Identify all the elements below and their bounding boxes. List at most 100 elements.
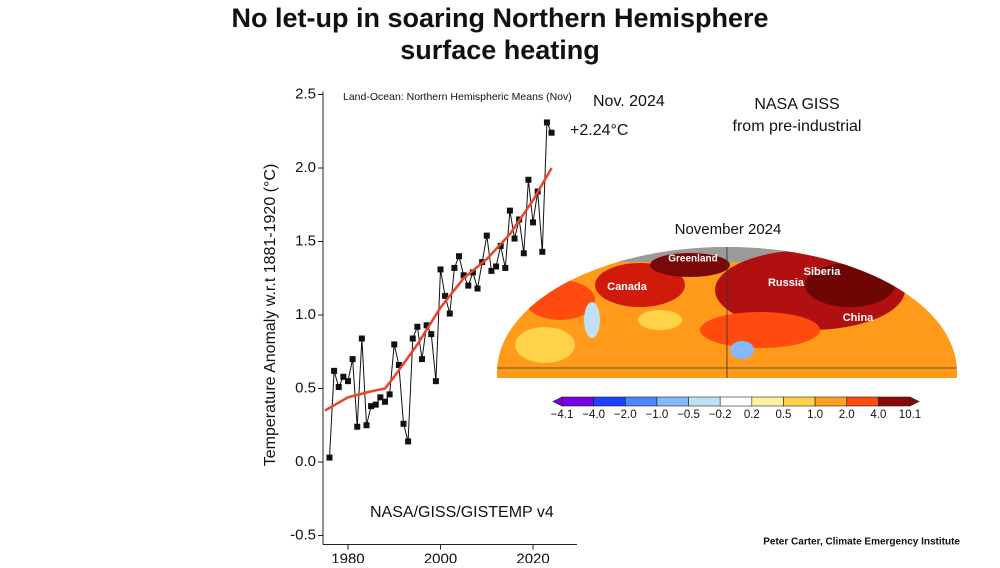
data-point bbox=[400, 420, 407, 427]
data-point bbox=[363, 422, 370, 429]
map-place: Russia bbox=[768, 277, 805, 289]
data-point bbox=[414, 323, 421, 330]
y-tick-label: 2.5 bbox=[295, 85, 316, 102]
annotation: NASA GISS bbox=[754, 96, 839, 113]
data-point bbox=[377, 394, 384, 401]
y-tick-label: 1.5 bbox=[295, 232, 316, 249]
data-point bbox=[354, 423, 361, 430]
colorbar-swatch bbox=[561, 396, 594, 407]
data-point bbox=[395, 361, 402, 368]
data-point bbox=[419, 356, 426, 363]
data-point bbox=[437, 266, 444, 273]
colorbar-swatch bbox=[624, 396, 658, 407]
data-point bbox=[506, 207, 513, 214]
data-point bbox=[446, 310, 453, 317]
data-point bbox=[391, 341, 398, 348]
map-cool bbox=[584, 302, 600, 338]
data-point bbox=[474, 285, 481, 292]
map-cool bbox=[730, 341, 754, 359]
colorbar-label: −2.0 bbox=[614, 409, 637, 421]
data-point bbox=[511, 235, 518, 242]
series-line bbox=[329, 122, 553, 458]
y-tick-label: 2.0 bbox=[295, 159, 316, 176]
x-tick-label: 2000 bbox=[424, 550, 457, 563]
y-tick-label: 0.5 bbox=[295, 379, 316, 396]
data-point bbox=[451, 264, 458, 271]
map-place: Siberia bbox=[804, 266, 842, 278]
map-mild bbox=[515, 327, 575, 363]
map-warm bbox=[700, 312, 820, 348]
map-place: Canada bbox=[607, 281, 648, 293]
colorbar-label: −0.2 bbox=[709, 409, 732, 421]
colorbar-label: 2.0 bbox=[839, 409, 855, 421]
colorbar-end bbox=[909, 396, 920, 407]
x-tick-label: 2020 bbox=[516, 550, 549, 563]
colorbar-swatch bbox=[846, 396, 879, 407]
colorbar-label: −4.1 bbox=[551, 409, 574, 421]
map-place: China bbox=[843, 312, 874, 324]
map-hot bbox=[650, 253, 730, 277]
data-point bbox=[488, 267, 495, 274]
map: November 2024 Greenland Canada Russia Si… bbox=[497, 221, 957, 378]
data-point bbox=[344, 378, 351, 385]
data-point bbox=[543, 119, 550, 126]
colorbar-swatch bbox=[719, 396, 753, 407]
source-label: NASA/GISS/GISTEMP v4 bbox=[370, 504, 554, 521]
map-title: November 2024 bbox=[675, 221, 782, 238]
data-point bbox=[428, 331, 435, 338]
data-point bbox=[469, 269, 476, 276]
colorbar-label: −0.5 bbox=[677, 409, 700, 421]
map-field bbox=[497, 247, 957, 378]
title-line: surface heating bbox=[400, 35, 600, 65]
plot-title: Land-Ocean: Northern Hemispheric Means (… bbox=[343, 91, 572, 103]
map-polar bbox=[497, 247, 957, 262]
data-point bbox=[335, 384, 342, 391]
colorbar-label: −1.0 bbox=[646, 409, 669, 421]
colorbar-label: 1.0 bbox=[807, 409, 823, 421]
data-point bbox=[405, 438, 412, 445]
data-point bbox=[548, 129, 555, 136]
x-tick-label: 1980 bbox=[331, 550, 364, 563]
map-mild bbox=[638, 310, 682, 330]
data-point bbox=[525, 176, 532, 183]
data-point bbox=[520, 250, 527, 257]
map-hot bbox=[595, 263, 685, 307]
data-point bbox=[502, 264, 509, 271]
data-point bbox=[442, 292, 449, 299]
colorbar-label: 10.1 bbox=[899, 409, 921, 421]
annotation: Nov. 2024 bbox=[593, 93, 665, 110]
y-tick-label: -0.5 bbox=[290, 526, 316, 543]
colorbar-swatch bbox=[656, 396, 689, 407]
map-place: Greenland bbox=[668, 254, 717, 265]
colorbar-swatch bbox=[688, 396, 721, 407]
annotation: +2.24°C bbox=[570, 122, 628, 139]
data-point bbox=[386, 391, 393, 398]
colorbar-label: −4.0 bbox=[582, 409, 605, 421]
colorbar-end bbox=[552, 396, 563, 407]
data-point bbox=[368, 403, 375, 410]
colorbar-swatch bbox=[593, 396, 626, 407]
data-point bbox=[358, 335, 365, 342]
data-point bbox=[432, 378, 439, 385]
data-point bbox=[493, 263, 500, 270]
y-tick-label: 1.0 bbox=[295, 306, 316, 323]
data-point bbox=[539, 248, 546, 255]
data-point bbox=[456, 253, 463, 260]
data-point bbox=[326, 454, 333, 461]
colorbar-label: 4.0 bbox=[870, 409, 886, 421]
data-point bbox=[331, 367, 338, 374]
colorbar-swatch bbox=[751, 396, 784, 407]
y-axis-label: Temperature Anomaly w.r.t 1881-1920 (°C) bbox=[262, 164, 279, 467]
colorbar-label: 0.2 bbox=[744, 409, 760, 421]
data-point bbox=[423, 322, 430, 329]
data-point bbox=[409, 335, 416, 342]
data-point bbox=[381, 398, 388, 405]
colorbar: −4.1 −4.0 −2.0 −1.0 −0.5 −0.2 0.2 0.5 1.0 2.0 4.0 1… bbox=[551, 396, 921, 421]
colorbar-label: 0.5 bbox=[775, 409, 791, 421]
credit: Peter Carter, Climate Emergency Institut… bbox=[763, 537, 960, 548]
title-line: No let-up in soaring Northern Hemisphere bbox=[231, 3, 768, 33]
data-point bbox=[530, 219, 537, 226]
colorbar-swatch bbox=[783, 396, 816, 407]
data-point bbox=[465, 282, 472, 289]
